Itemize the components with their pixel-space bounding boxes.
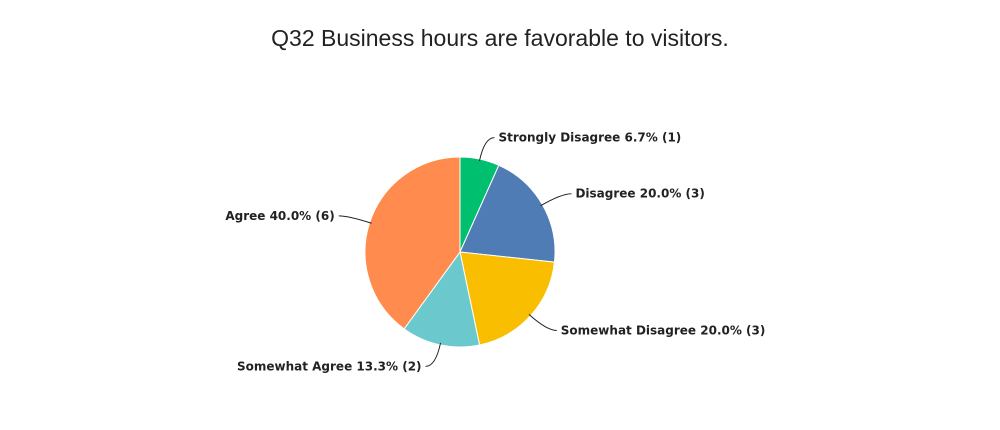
slice-category: Agree [225,208,265,222]
leader-line [338,215,372,224]
slice-category: Somewhat Disagree [561,323,696,337]
slice-value: 13.3% (2) [356,359,421,373]
slice-label: Disagree 20.0% (3) [575,186,704,200]
slice-value: 40.0% (6) [270,208,335,222]
slice-category: Disagree [575,186,635,200]
leader-line [478,137,495,162]
leader-line [540,193,572,207]
slice-value: 20.0% (3) [640,186,705,200]
slice-label: Agree 40.0% (6) [225,208,334,222]
leader-line [425,342,442,367]
chart-title: Q32 Business hours are favorable to visi… [271,25,729,51]
slice-label: Strongly Disagree 6.7% (1) [498,130,681,144]
slice-category: Strongly Disagree [498,130,620,144]
leader-line [528,314,557,331]
slice-label: Somewhat Disagree 20.0% (3) [561,323,766,337]
slice-value: 6.7% (1) [625,130,682,144]
slice-label: Somewhat Agree 13.3% (2) [237,359,422,373]
slice-category: Somewhat Agree [237,359,352,373]
slice-value: 20.0% (3) [700,323,765,337]
